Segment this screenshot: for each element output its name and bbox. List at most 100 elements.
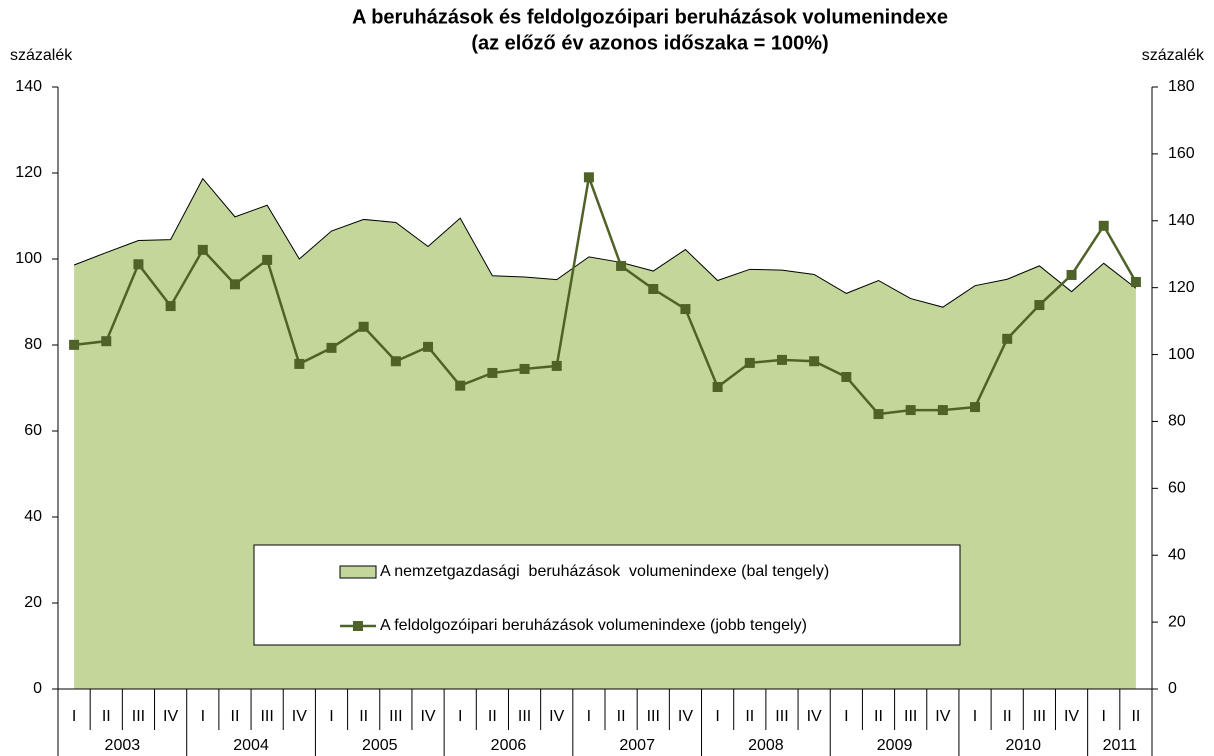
x-tick-label: IV bbox=[807, 708, 822, 725]
y-axis-label: százalék bbox=[10, 47, 73, 64]
marker bbox=[229, 279, 240, 290]
y2-tick-label: 180 bbox=[1168, 78, 1195, 95]
marker bbox=[776, 354, 787, 365]
x-tick-label: IV bbox=[935, 708, 950, 725]
y-tick-label: 80 bbox=[24, 336, 42, 353]
marker bbox=[294, 358, 305, 369]
x-tick-label: III bbox=[775, 708, 788, 725]
marker bbox=[101, 336, 112, 347]
legend-label: A nemzetgazdasági beruházások volumenind… bbox=[380, 563, 829, 580]
marker bbox=[519, 363, 530, 374]
marker bbox=[262, 254, 273, 265]
marker bbox=[390, 356, 401, 367]
marker bbox=[905, 405, 916, 416]
y2-tick-label: 60 bbox=[1168, 480, 1186, 497]
marker bbox=[455, 380, 466, 391]
year-label: 2011 bbox=[1103, 737, 1138, 754]
marker bbox=[648, 284, 659, 295]
x-tick-label: IV bbox=[420, 708, 435, 725]
x-tick-label: II bbox=[617, 708, 626, 725]
chart-subtitle: (az előző év azonos időszaka = 100%) bbox=[471, 32, 828, 54]
x-tick-label: I bbox=[844, 708, 848, 725]
x-tick-label: I bbox=[973, 708, 977, 725]
x-tick-label: II bbox=[488, 708, 497, 725]
y2-tick-label: 0 bbox=[1168, 680, 1177, 697]
x-tick-label: III bbox=[132, 708, 145, 725]
x-tick-label: I bbox=[1102, 708, 1106, 725]
x-tick-label: II bbox=[102, 708, 111, 725]
y-tick-label: 40 bbox=[24, 508, 42, 525]
x-tick-label: IV bbox=[1064, 708, 1079, 725]
legend-marker bbox=[353, 621, 363, 631]
marker bbox=[487, 367, 498, 378]
year-label: 2007 bbox=[619, 737, 655, 754]
marker bbox=[326, 342, 337, 353]
y-tick-label: 100 bbox=[15, 250, 42, 267]
x-tick-label: III bbox=[647, 708, 660, 725]
year-label: 2008 bbox=[748, 737, 784, 754]
y-tick-label: 20 bbox=[24, 594, 42, 611]
marker bbox=[616, 260, 627, 271]
marker bbox=[583, 172, 594, 183]
marker bbox=[1034, 300, 1045, 311]
marker bbox=[69, 339, 80, 350]
x-tick-label: I bbox=[329, 708, 333, 725]
year-label: 2006 bbox=[491, 737, 527, 754]
marker bbox=[680, 304, 691, 315]
year-label: 2010 bbox=[1005, 737, 1041, 754]
y2-tick-label: 140 bbox=[1168, 212, 1195, 229]
x-tick-label: I bbox=[201, 708, 205, 725]
x-tick-label: III bbox=[518, 708, 531, 725]
marker bbox=[165, 301, 176, 312]
legend-label: A feldolgozóipari beruházások volumenind… bbox=[380, 617, 807, 634]
x-tick-label: III bbox=[1033, 708, 1046, 725]
marker bbox=[712, 381, 723, 392]
marker bbox=[744, 357, 755, 368]
x-tick-label: III bbox=[389, 708, 402, 725]
marker bbox=[423, 341, 434, 352]
x-tick-label: III bbox=[904, 708, 917, 725]
y2-tick-label: 100 bbox=[1168, 346, 1195, 363]
marker bbox=[133, 259, 144, 270]
x-tick-label: III bbox=[260, 708, 273, 725]
legend-box bbox=[253, 544, 961, 646]
x-tick-label: II bbox=[1131, 708, 1140, 725]
y2-tick-label: 160 bbox=[1168, 145, 1195, 162]
x-tick-label: IV bbox=[292, 708, 307, 725]
legend-swatch bbox=[339, 565, 377, 579]
marker bbox=[1130, 276, 1141, 287]
y-tick-label: 0 bbox=[33, 680, 42, 697]
x-tick-label: II bbox=[745, 708, 754, 725]
legend: A nemzetgazdasági beruházások volumenind… bbox=[253, 544, 961, 646]
marker bbox=[1098, 220, 1109, 231]
marker bbox=[873, 409, 884, 420]
chart-title: A beruházások és feldolgozóipari beruház… bbox=[352, 6, 948, 28]
y-tick-label: 60 bbox=[24, 422, 42, 439]
marker bbox=[937, 405, 948, 416]
x-tick-label: IV bbox=[678, 708, 693, 725]
x-tick-label: IV bbox=[549, 708, 564, 725]
x-tick-label: I bbox=[715, 708, 719, 725]
marker bbox=[1002, 333, 1013, 344]
x-tick-label: I bbox=[458, 708, 462, 725]
y2-tick-label: 120 bbox=[1168, 279, 1195, 296]
x-tick-label: II bbox=[231, 708, 240, 725]
x-tick-label: II bbox=[874, 708, 883, 725]
y2-axis-label: százalék bbox=[1142, 47, 1205, 64]
area-outline bbox=[73, 177, 1137, 308]
year-label: 2005 bbox=[362, 737, 398, 754]
y2-tick-label: 40 bbox=[1168, 546, 1186, 563]
y2-tick-label: 80 bbox=[1168, 413, 1186, 430]
x-tick-label: II bbox=[359, 708, 368, 725]
year-label: 2004 bbox=[233, 737, 269, 754]
x-tick-label: II bbox=[1003, 708, 1012, 725]
x-tick-label: I bbox=[587, 708, 591, 725]
y2-tick-label: 20 bbox=[1168, 613, 1186, 630]
marker bbox=[809, 356, 820, 367]
year-label: 2009 bbox=[877, 737, 913, 754]
marker bbox=[358, 321, 369, 332]
year-label: 2003 bbox=[105, 737, 141, 754]
x-tick-label: IV bbox=[163, 708, 178, 725]
marker bbox=[841, 371, 852, 382]
